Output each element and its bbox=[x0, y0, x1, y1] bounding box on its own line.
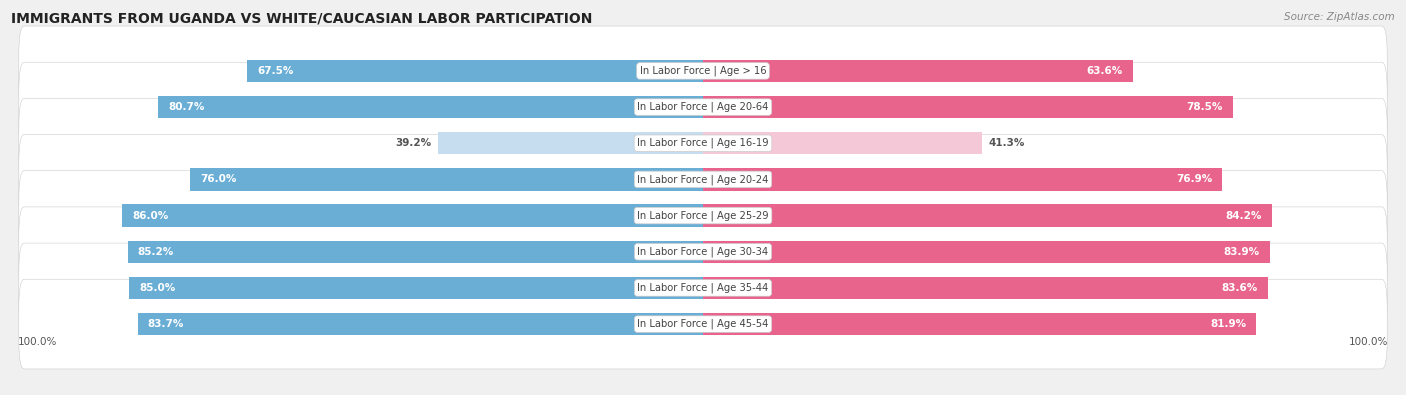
Text: In Labor Force | Age 25-29: In Labor Force | Age 25-29 bbox=[637, 210, 769, 221]
Text: 86.0%: 86.0% bbox=[132, 211, 169, 220]
Text: 78.5%: 78.5% bbox=[1187, 102, 1223, 112]
Text: 76.9%: 76.9% bbox=[1175, 175, 1212, 184]
Bar bbox=[703, 132, 981, 154]
Bar bbox=[703, 204, 1271, 227]
Bar bbox=[703, 241, 1270, 263]
Text: 100.0%: 100.0% bbox=[17, 337, 56, 346]
FancyBboxPatch shape bbox=[18, 62, 1388, 152]
FancyBboxPatch shape bbox=[18, 279, 1388, 369]
FancyBboxPatch shape bbox=[18, 171, 1388, 260]
FancyBboxPatch shape bbox=[18, 207, 1388, 297]
Text: 39.2%: 39.2% bbox=[395, 138, 432, 148]
Text: In Labor Force | Age 45-54: In Labor Force | Age 45-54 bbox=[637, 319, 769, 329]
Text: In Labor Force | Age 30-34: In Labor Force | Age 30-34 bbox=[637, 246, 769, 257]
Text: In Labor Force | Age 20-64: In Labor Force | Age 20-64 bbox=[637, 102, 769, 112]
Bar bbox=[122, 204, 703, 227]
Text: 63.6%: 63.6% bbox=[1087, 66, 1122, 76]
Bar bbox=[703, 168, 1222, 191]
Text: 84.2%: 84.2% bbox=[1225, 211, 1261, 220]
Text: In Labor Force | Age 16-19: In Labor Force | Age 16-19 bbox=[637, 138, 769, 149]
Text: 85.2%: 85.2% bbox=[138, 247, 174, 257]
Text: 85.0%: 85.0% bbox=[139, 283, 176, 293]
Bar bbox=[128, 241, 703, 263]
FancyBboxPatch shape bbox=[18, 243, 1388, 333]
FancyBboxPatch shape bbox=[18, 98, 1388, 188]
Bar bbox=[138, 313, 703, 335]
Text: 100.0%: 100.0% bbox=[1350, 337, 1389, 346]
Bar bbox=[129, 277, 703, 299]
Bar bbox=[439, 132, 703, 154]
Bar bbox=[703, 313, 1256, 335]
Bar bbox=[190, 168, 703, 191]
Text: In Labor Force | Age 35-44: In Labor Force | Age 35-44 bbox=[637, 283, 769, 293]
Text: In Labor Force | Age > 16: In Labor Force | Age > 16 bbox=[640, 66, 766, 76]
Text: 81.9%: 81.9% bbox=[1211, 319, 1246, 329]
Bar bbox=[703, 60, 1133, 82]
Text: Source: ZipAtlas.com: Source: ZipAtlas.com bbox=[1284, 12, 1395, 22]
Text: 80.7%: 80.7% bbox=[169, 102, 204, 112]
Bar bbox=[703, 96, 1233, 118]
Bar bbox=[247, 60, 703, 82]
Text: 41.3%: 41.3% bbox=[988, 138, 1025, 148]
Text: 83.9%: 83.9% bbox=[1223, 247, 1260, 257]
FancyBboxPatch shape bbox=[18, 26, 1388, 116]
Text: 76.0%: 76.0% bbox=[200, 175, 236, 184]
Text: 83.6%: 83.6% bbox=[1222, 283, 1257, 293]
Bar bbox=[703, 277, 1268, 299]
FancyBboxPatch shape bbox=[18, 135, 1388, 224]
Text: In Labor Force | Age 20-24: In Labor Force | Age 20-24 bbox=[637, 174, 769, 185]
Text: 83.7%: 83.7% bbox=[148, 319, 184, 329]
Text: 67.5%: 67.5% bbox=[257, 66, 294, 76]
Text: IMMIGRANTS FROM UGANDA VS WHITE/CAUCASIAN LABOR PARTICIPATION: IMMIGRANTS FROM UGANDA VS WHITE/CAUCASIA… bbox=[11, 12, 592, 26]
Bar bbox=[157, 96, 703, 118]
